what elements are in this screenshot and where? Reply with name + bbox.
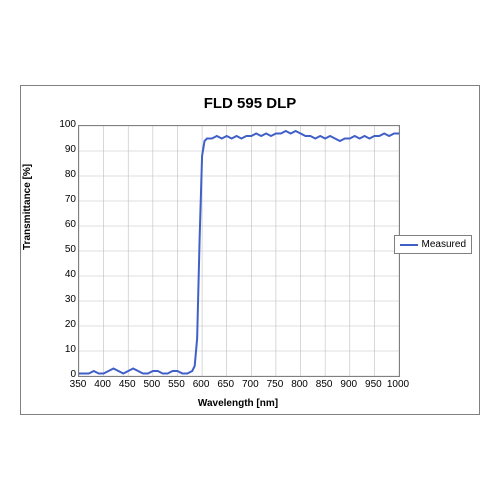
plot-area xyxy=(78,125,400,377)
y-tick-label: 40 xyxy=(46,270,76,280)
y-tick-label: 50 xyxy=(46,245,76,255)
y-tick-label: 90 xyxy=(46,145,76,155)
x-tick-label: 1000 xyxy=(383,379,413,390)
y-tick-label: 30 xyxy=(46,295,76,305)
legend: Measured xyxy=(394,235,472,254)
x-axis-label: Wavelength [nm] xyxy=(78,398,398,409)
y-tick-label: 60 xyxy=(46,220,76,230)
chart-title: FLD 595 DLP xyxy=(20,95,480,112)
y-tick-label: 100 xyxy=(46,120,76,130)
chart-container: FLD 595 DLP Transmittance [%] Wavelength… xyxy=(20,85,480,415)
legend-label: Measured xyxy=(422,239,466,250)
plot-svg xyxy=(79,126,399,376)
y-tick-label: 80 xyxy=(46,170,76,180)
legend-swatch xyxy=(400,244,418,246)
y-tick-label: 20 xyxy=(46,320,76,330)
y-tick-label: 70 xyxy=(46,195,76,205)
y-tick-label: 10 xyxy=(46,345,76,355)
y-axis-label: Transmittance [%] xyxy=(22,164,33,250)
